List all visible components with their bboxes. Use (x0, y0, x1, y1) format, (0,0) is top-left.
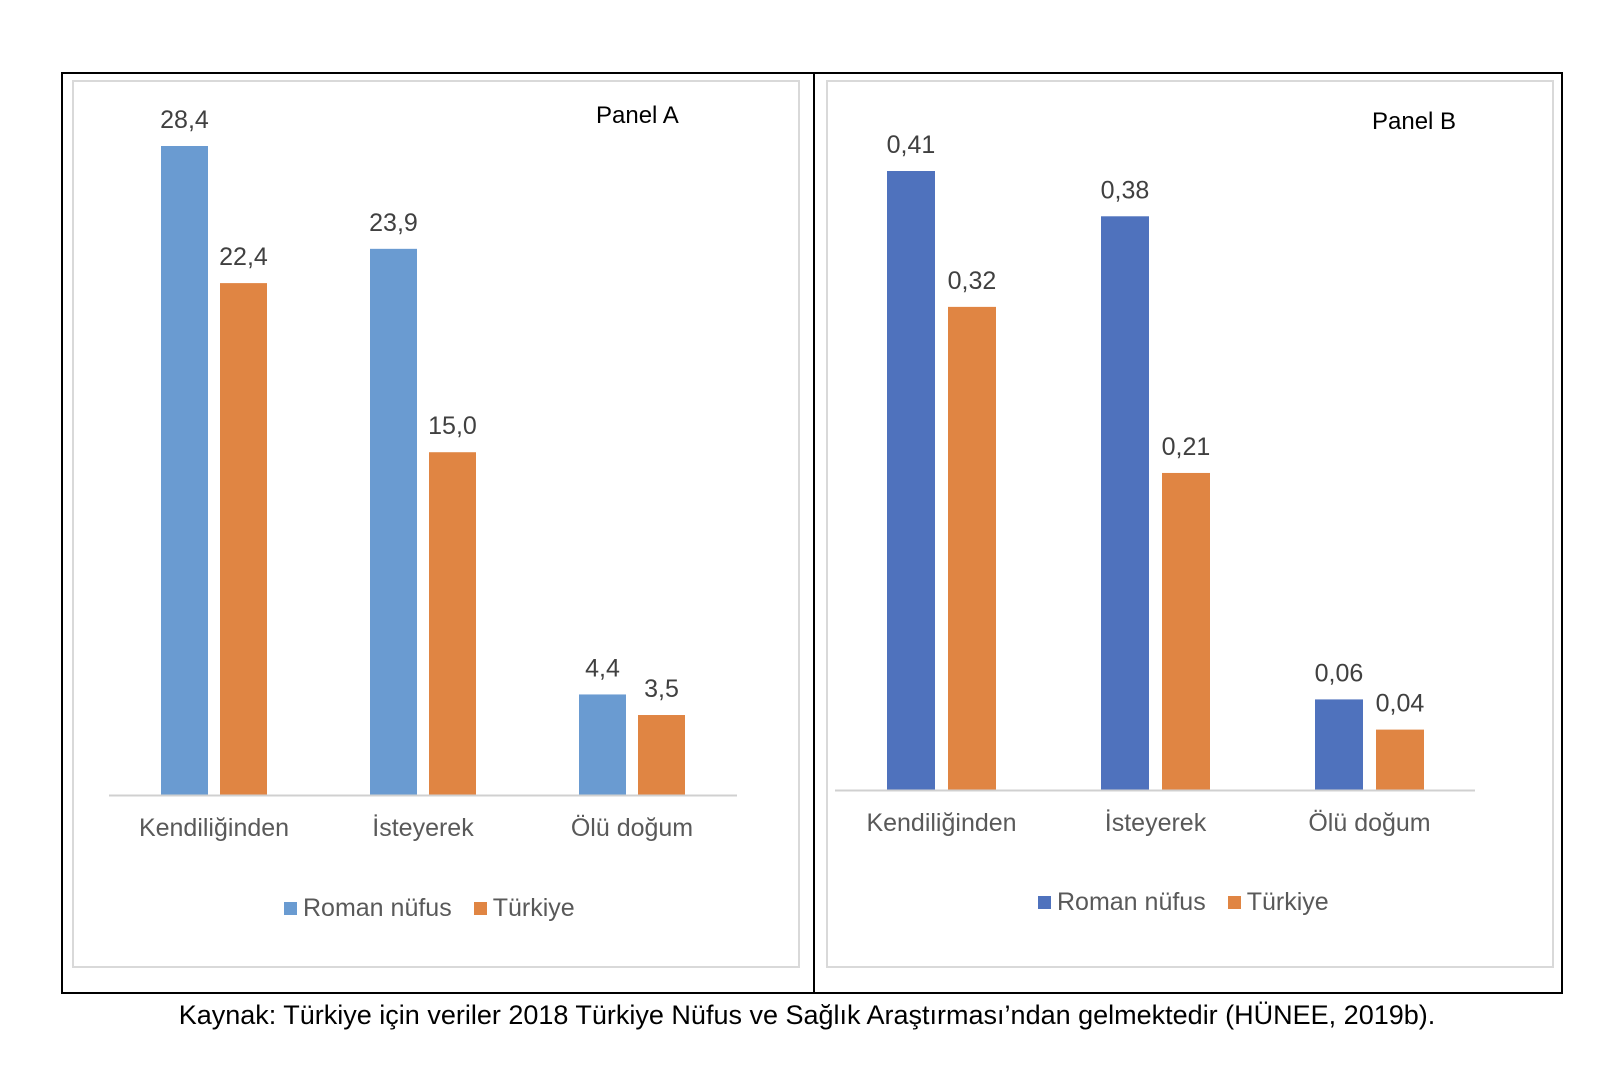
data-label-turkiye-2: 0,21 (1162, 433, 1211, 461)
data-label-roman-3: 0,06 (1315, 659, 1364, 687)
legend-label-turkiye: Türkiye (1246, 888, 1329, 916)
data-label-turkiye-3: 0,04 (1376, 690, 1425, 718)
bar-turkiye-3 (1376, 729, 1424, 790)
legend-item-roman: Roman nüfus (284, 894, 452, 923)
chart-a-plot: 28,4 22,4 Kendiliğinden 23,9 15,0 İsteyerek 4,… (109, 106, 737, 842)
chart-panel-b: 0,41 0,32 Kendiliğinden 0,38 0,21 İsteyerek 0,… (826, 80, 1554, 968)
data-label-roman-2: 23,9 (369, 209, 418, 237)
figure-caption: Kaynak: Türkiye için veriler 2018 Türkiy… (178, 1000, 1436, 1030)
bar-roman-2 (370, 248, 417, 796)
figure-frame (61, 72, 1563, 994)
bar-roman-1 (161, 146, 208, 795)
data-label-turkiye-2: 15,0 (428, 412, 477, 440)
category-label-2: İsteyerek (372, 813, 474, 842)
category-label-2: İsteyerek (1105, 808, 1207, 837)
data-label-turkiye-1: 22,4 (219, 243, 268, 271)
legend-swatch-roman (1038, 896, 1051, 909)
category-label-1: Kendiliğinden (866, 809, 1016, 837)
bar-turkiye-2 (429, 452, 476, 795)
legend-item-roman: Roman nüfus (1038, 888, 1206, 917)
bar-turkiye-1 (948, 306, 996, 790)
category-label-3: Ölü doğum (1308, 809, 1430, 837)
bar-turkiye-2 (1162, 472, 1210, 790)
bar-turkiye-1 (220, 283, 267, 795)
panel-a-label: Panel A (596, 102, 679, 129)
data-label-roman-3: 4,4 (585, 654, 620, 682)
legend-item-turkiye: Türkiye (1227, 888, 1329, 917)
bar-roman-1 (887, 171, 935, 790)
category-label-1: Kendiliğinden (139, 814, 289, 842)
data-label-roman-1: 0,41 (887, 131, 936, 159)
bar-turkiye-3 (638, 715, 685, 795)
legend-swatch-turkiye (473, 902, 487, 915)
data-label-roman-2: 0,38 (1101, 176, 1150, 204)
chart-b-plot: 0,41 0,32 Kendiliğinden 0,38 0,21 İsteyerek 0,… (835, 131, 1475, 837)
chart-b-legend: Roman nüfus Türkiye (1038, 888, 1329, 917)
legend-label-roman: Roman nüfus (1057, 888, 1206, 916)
bar-roman-3 (579, 694, 626, 795)
legend-item-turkiye: Türkiye (473, 894, 575, 923)
chart-panel-a: 28,4 22,4 Kendiliğinden 23,9 15,0 İsteyerek 4,… (72, 80, 800, 968)
legend-label-roman: Roman nüfus (303, 894, 452, 922)
legend-swatch-turkiye (1227, 896, 1241, 909)
legend-swatch-roman (284, 902, 297, 915)
data-label-turkiye-1: 0,32 (948, 267, 997, 295)
data-label-turkiye-3: 3,5 (644, 675, 679, 703)
data-label-roman-1: 28,4 (160, 106, 209, 134)
chart-a-legend: Roman nüfus Türkiye (284, 894, 575, 923)
category-label-3: Ölü doğum (571, 814, 693, 842)
legend-label-turkiye: Türkiye (492, 894, 575, 922)
bar-roman-2 (1101, 216, 1149, 791)
bar-roman-3 (1315, 699, 1363, 790)
panel-b-label: Panel B (1372, 108, 1457, 135)
panel-divider (813, 72, 815, 994)
